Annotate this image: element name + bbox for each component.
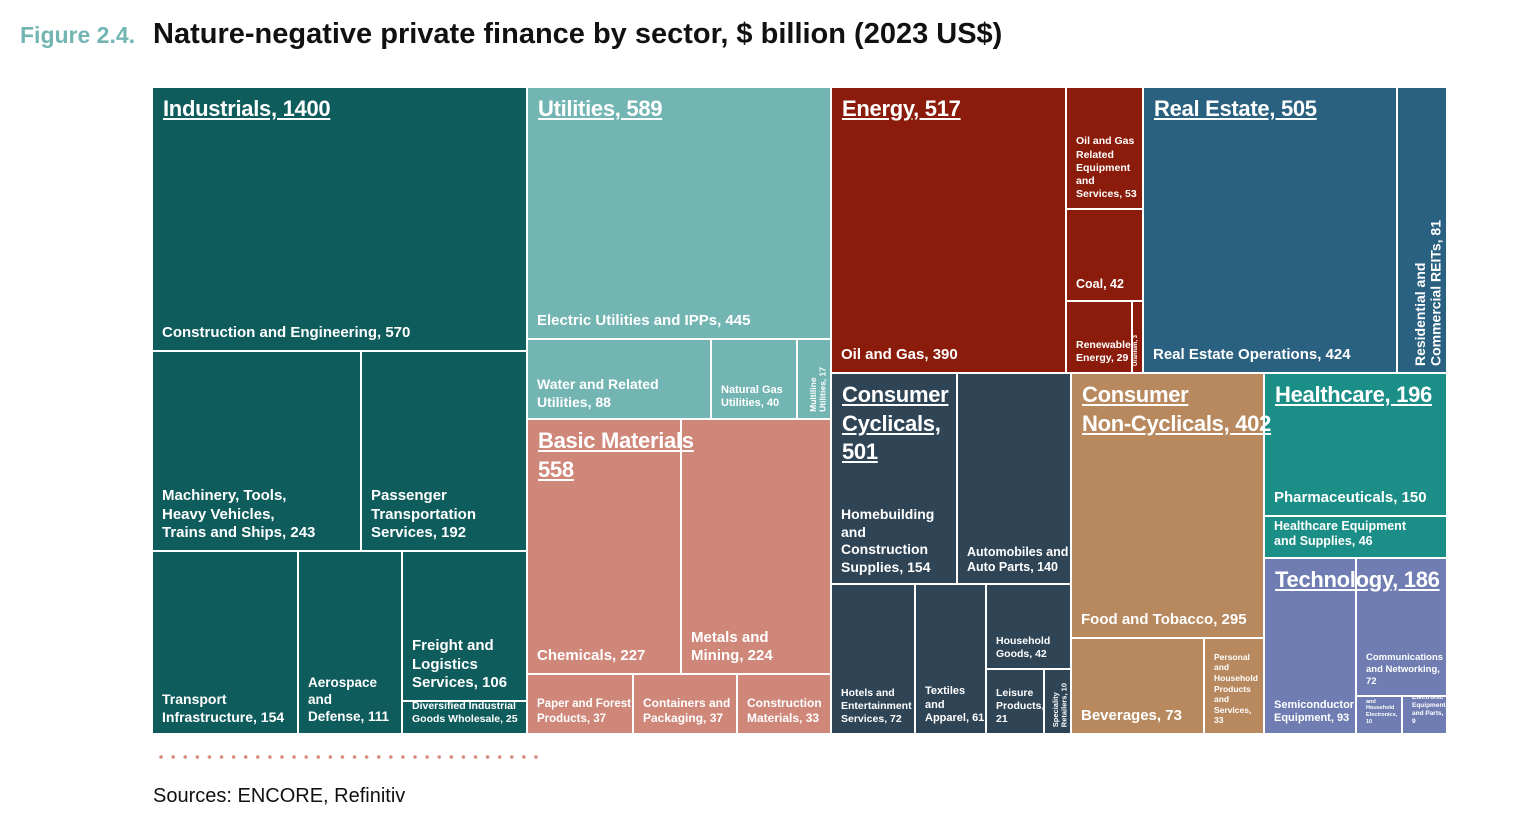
treemap-cell: Residential and Commercial REITs, 81 bbox=[1398, 88, 1446, 372]
treemap-cell: Food and Tobacco, 295 bbox=[1072, 374, 1263, 637]
cell-label: Electronic Equipment and Parts, 9 bbox=[1412, 697, 1446, 725]
sector-label: Real Estate, 505 bbox=[1154, 96, 1317, 121]
sector-label: Basic Materials 558 bbox=[538, 428, 694, 482]
cell-label: Oil and Gas, 390 bbox=[841, 346, 958, 364]
sector-label: Energy, 517 bbox=[842, 96, 961, 121]
cell-label: Electric Utilities and IPPs, 445 bbox=[537, 312, 751, 330]
cell-label: Aerospace and Defense, 111 bbox=[308, 675, 390, 725]
cell-label: Transport Infrastructure, 154 bbox=[162, 691, 285, 725]
treemap-cell: Oil and Gas Related Equipment and Servic… bbox=[1067, 88, 1142, 208]
cell-label: Speciality Retailers, 10 bbox=[1050, 682, 1068, 727]
cell-label: Textiles and Apparel, 61 bbox=[925, 684, 985, 725]
cell-label: Machinery, Tools, Heavy Vehicles, Trains… bbox=[162, 486, 316, 542]
cell-label: Construction and Engineering, 570 bbox=[162, 324, 411, 342]
treemap-cell: Diversified Industrial Goods Wholesale, … bbox=[403, 702, 526, 733]
treemap-cell: Semiconductor Equipment, 93 bbox=[1265, 559, 1355, 733]
treemap-cell: Homebuilding and Construction Supplies, … bbox=[832, 374, 956, 583]
treemap-cell: Machinery, Tools, Heavy Vehicles, Trains… bbox=[153, 352, 360, 550]
cell-label: Household Goods, 42 bbox=[996, 634, 1051, 660]
cell-label: Passenger Transportation Services, 192 bbox=[371, 486, 477, 542]
cell-label: Residential and Commercial REITs, 81 bbox=[1412, 219, 1444, 366]
cell-label: Homebuilding and Construction Supplies, … bbox=[841, 506, 935, 575]
treemap-cell: Water and Related Utilities, 88 bbox=[528, 340, 710, 418]
treemap-cell: Natural Gas Utilities, 40 bbox=[712, 340, 796, 418]
treemap-cell: Oil and Gas, 390 bbox=[832, 88, 1065, 372]
cell-label: Multiline Utilities, 17 bbox=[808, 367, 828, 412]
treemap-cell: Transport Infrastructure, 154 bbox=[153, 552, 297, 733]
treemap-cell: Construction Materials, 33 bbox=[738, 675, 830, 733]
treemap-cell: Metals and Mining, 224 bbox=[682, 420, 830, 673]
treemap-cell: Household Goods, 42 bbox=[987, 585, 1070, 668]
treemap-cell: Coal, 42 bbox=[1067, 210, 1142, 300]
treemap-cell: Healthcare Equipment and Supplies, 46 bbox=[1265, 517, 1446, 557]
treemap-cell: Automobiles and Auto Parts, 140 bbox=[958, 374, 1070, 583]
treemap-cell: Beverages, 73 bbox=[1072, 639, 1203, 733]
sector-label: Consumer Non-Cyclicals, 402 bbox=[1082, 382, 1272, 436]
dotted-divider bbox=[155, 755, 543, 759]
treemap-cell: Multiline Utilities, 17 bbox=[798, 340, 830, 418]
cell-label: Construction Materials, 33 bbox=[747, 696, 822, 725]
treemap-cell: Pharmaceuticals, 150 bbox=[1265, 374, 1446, 515]
cell-label: Containers and Packaging, 37 bbox=[643, 696, 731, 725]
treemap-cell: Personal and Household Products and Serv… bbox=[1205, 639, 1263, 733]
treemap-cell: Freight and Logistics Services, 106 bbox=[403, 552, 526, 700]
cell-label: Personal and Household Products and Serv… bbox=[1214, 651, 1258, 726]
cell-label: Computers, Phones and Household Electron… bbox=[1366, 697, 1398, 726]
cell-label: Beverages, 73 bbox=[1081, 707, 1182, 725]
treemap-cell: Renewable Energy, 29 bbox=[1067, 302, 1131, 372]
treemap-cell: Hotels and Entertainment Services, 72 bbox=[832, 585, 914, 733]
treemap-cell: Leisure Products, 21 bbox=[987, 670, 1043, 733]
treemap-cell: Paper and Forest Products, 37 bbox=[528, 675, 632, 733]
cell-label: Metals and Mining, 224 bbox=[691, 628, 773, 665]
sector-label: Technology, 186 bbox=[1275, 567, 1440, 592]
sector-label: Utilities, 589 bbox=[538, 96, 663, 121]
treemap-cell: Communications and Networking, 72 bbox=[1357, 559, 1446, 695]
treemap-cell: Chemicals, 227 bbox=[528, 420, 680, 673]
cell-label: Real Estate Operations, 424 bbox=[1153, 346, 1351, 364]
cell-label: Food and Tobacco, 295 bbox=[1081, 611, 1247, 629]
treemap-cell: Electric Utilities and IPPs, 445 bbox=[528, 88, 830, 338]
cell-label: Semiconductor Equipment, 93 bbox=[1274, 698, 1355, 725]
cell-label: Paper and Forest Products, 37 bbox=[537, 698, 631, 725]
treemap-cell: Passenger Transportation Services, 192 bbox=[362, 352, 526, 550]
cell-label: Natural Gas Utilities, 40 bbox=[721, 383, 783, 410]
sector-label: Industrials, 1400 bbox=[163, 96, 331, 121]
cell-label: Leisure Products, 21 bbox=[996, 686, 1043, 725]
cell-label: Automobiles and Auto Parts, 140 bbox=[967, 544, 1069, 575]
cell-label: Renewable Energy, 29 bbox=[1076, 338, 1131, 364]
cell-label: Water and Related Utilities, 88 bbox=[537, 376, 659, 410]
cell-label: Healthcare Equipment and Supplies, 46 bbox=[1274, 518, 1406, 549]
cell-label: Uranium, 3 bbox=[1133, 334, 1140, 366]
treemap-cell: Containers and Packaging, 37 bbox=[634, 675, 736, 733]
cell-label: Freight and Logistics Services, 106 bbox=[412, 636, 508, 692]
treemap-cell: Speciality Retailers, 10 bbox=[1045, 670, 1070, 733]
source-note: Sources: ENCORE, Refinitiv bbox=[153, 785, 406, 807]
treemap-cell: Real Estate Operations, 424 bbox=[1144, 88, 1396, 372]
cell-label: Communications and Networking, 72 bbox=[1366, 652, 1444, 688]
treemap-cell: Uranium, 3 bbox=[1133, 302, 1142, 372]
cell-label: Diversified Industrial Goods Wholesale, … bbox=[412, 702, 518, 725]
treemap-cell: Aerospace and Defense, 111 bbox=[299, 552, 401, 733]
cell-label: Chemicals, 227 bbox=[537, 647, 646, 665]
treemap-cell: Textiles and Apparel, 61 bbox=[916, 585, 985, 733]
cell-label: Pharmaceuticals, 150 bbox=[1274, 489, 1427, 507]
treemap-cell: Computers, Phones and Household Electron… bbox=[1357, 697, 1401, 733]
cell-label: Hotels and Entertainment Services, 72 bbox=[841, 686, 912, 725]
treemap-cell: Electronic Equipment and Parts, 9 bbox=[1403, 697, 1446, 733]
cell-label: Coal, 42 bbox=[1076, 277, 1124, 292]
cell-label: Oil and Gas Related Equipment and Servic… bbox=[1076, 135, 1137, 200]
chart-title: Nature-negative private finance by secto… bbox=[153, 18, 1003, 50]
figure-label: Figure 2.4. bbox=[20, 22, 136, 48]
sector-label: Healthcare, 196 bbox=[1275, 382, 1432, 407]
treemap-cell: Construction and Engineering, 570 bbox=[153, 88, 526, 350]
sector-label: Consumer Cyclicals, 501 bbox=[842, 382, 949, 465]
